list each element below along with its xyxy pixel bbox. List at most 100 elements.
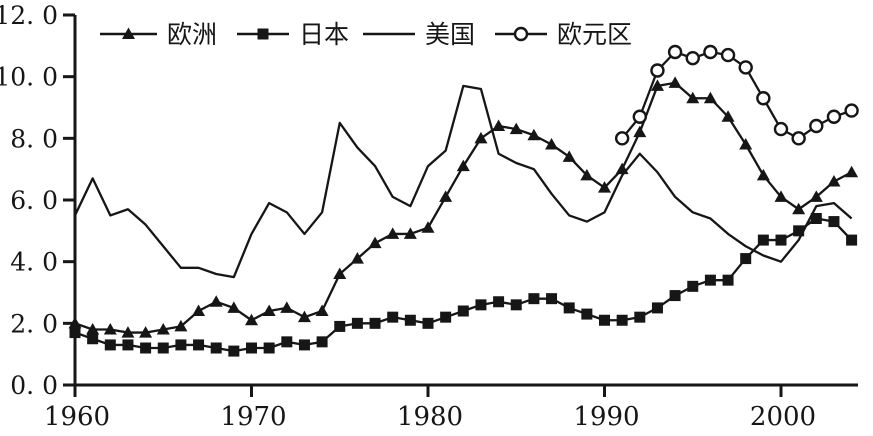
square-marker-icon xyxy=(351,317,363,329)
triangle-marker-icon xyxy=(297,310,311,323)
triangle-marker-icon xyxy=(227,301,241,313)
square-marker-icon xyxy=(281,336,293,348)
square-marker-icon xyxy=(369,317,381,329)
triangle-marker-icon xyxy=(103,323,117,335)
square-marker-icon xyxy=(246,342,257,354)
legend-label: 欧元区 xyxy=(557,20,632,49)
triangle-marker-icon xyxy=(562,150,576,162)
legend-item-japan: 日本 xyxy=(237,20,349,49)
square-marker-icon xyxy=(475,299,487,311)
legend-item-eurozone: 欧元区 xyxy=(495,20,632,49)
triangle-marker-icon xyxy=(827,175,841,187)
square-marker-icon xyxy=(422,317,434,329)
square-marker-icon xyxy=(457,305,469,317)
triangle-marker-icon xyxy=(598,181,611,193)
triangle-marker-icon xyxy=(121,326,135,338)
triangle-marker-icon xyxy=(262,304,276,316)
triangle-marker-icon xyxy=(456,159,470,172)
circle-marker-icon xyxy=(773,121,789,137)
triangle-marker-icon xyxy=(350,252,364,264)
legend-label: 日本 xyxy=(299,20,349,49)
triangle-marker-icon xyxy=(245,313,258,326)
legend-triangle-filled-icon xyxy=(122,27,135,39)
triangle-marker-icon xyxy=(474,131,488,144)
triangle-marker-icon xyxy=(545,138,559,150)
circle-marker-icon xyxy=(720,47,736,63)
circle-marker-icon xyxy=(650,63,665,78)
square-marker-icon xyxy=(387,311,399,323)
triangle-marker-icon xyxy=(668,76,682,88)
triangle-marker-icon xyxy=(650,79,664,91)
triangle-marker-icon xyxy=(280,301,294,313)
square-marker-icon xyxy=(193,339,205,351)
square-marker-icon xyxy=(175,339,187,351)
triangle-marker-icon xyxy=(86,323,100,335)
circle-marker-icon xyxy=(738,60,753,75)
square-marker-icon xyxy=(546,293,558,305)
square-marker-icon xyxy=(793,225,805,237)
square-marker-icon xyxy=(810,213,822,224)
square-marker-icon xyxy=(122,339,134,351)
square-marker-icon xyxy=(140,342,152,354)
series-eurozone-markers xyxy=(614,44,859,146)
legend-label: 美国 xyxy=(425,20,475,49)
square-marker-icon xyxy=(298,339,310,351)
square-marker-icon xyxy=(104,339,116,351)
triangle-marker-icon xyxy=(174,319,188,332)
square-marker-icon xyxy=(334,320,346,332)
legend-circle-open-icon xyxy=(513,26,529,42)
square-marker-icon xyxy=(722,274,734,286)
legend-square-filled-icon xyxy=(257,28,269,40)
triangle-marker-icon xyxy=(615,162,629,175)
triangle-marker-icon xyxy=(421,221,435,233)
series-usa-line xyxy=(73,84,853,279)
x-tick-label: 1970 xyxy=(220,402,286,432)
triangle-marker-icon xyxy=(492,119,506,131)
y-tick-label: 0. 0 xyxy=(10,371,58,400)
series-usa xyxy=(73,84,853,279)
x-tick-label: 1980 xyxy=(397,402,463,432)
circle-marker-icon xyxy=(791,131,806,146)
circle-marker-icon xyxy=(614,131,630,146)
square-marker-icon xyxy=(687,280,699,292)
square-marker-icon xyxy=(510,299,522,311)
circle-marker-icon xyxy=(826,109,842,124)
triangle-marker-icon xyxy=(792,202,806,215)
square-marker-icon xyxy=(528,293,540,305)
series-japan-markers xyxy=(69,213,858,357)
square-marker-icon xyxy=(757,234,769,246)
triangle-marker-icon xyxy=(774,190,788,202)
series-japan xyxy=(69,213,858,357)
triangle-marker-icon xyxy=(156,323,170,335)
triangle-marker-icon xyxy=(721,110,735,122)
triangle-marker-icon xyxy=(139,326,153,338)
square-marker-icon xyxy=(599,314,610,326)
legend-item-usa: 美国 xyxy=(363,20,475,49)
triangle-marker-icon xyxy=(703,91,717,104)
triangle-marker-icon xyxy=(315,304,329,316)
square-marker-icon xyxy=(157,342,169,354)
triangle-marker-icon xyxy=(756,168,770,181)
triangle-marker-icon xyxy=(386,227,400,239)
triangle-marker-icon xyxy=(686,91,700,104)
square-marker-icon xyxy=(316,336,328,348)
square-marker-icon xyxy=(634,311,646,323)
triangle-marker-icon xyxy=(739,138,753,150)
circle-marker-icon xyxy=(667,44,683,60)
triangle-marker-icon xyxy=(509,122,523,135)
y-tick-label: 2. 0 xyxy=(10,309,58,338)
y-tick-label: 10. 0 xyxy=(0,63,58,92)
square-marker-icon xyxy=(563,302,575,314)
square-marker-icon xyxy=(440,311,452,323)
x-tick-label: 2000 xyxy=(750,402,816,432)
circle-marker-icon xyxy=(844,103,859,118)
triangle-marker-icon xyxy=(580,168,594,181)
y-tick-label: 8. 0 xyxy=(10,124,58,153)
legend-item-europe: 欧洲 xyxy=(100,20,217,49)
square-marker-icon xyxy=(581,308,593,320)
x-tick-label: 1990 xyxy=(573,402,639,432)
y-tick-label: 4. 0 xyxy=(10,248,58,277)
triangle-marker-icon xyxy=(403,227,417,239)
